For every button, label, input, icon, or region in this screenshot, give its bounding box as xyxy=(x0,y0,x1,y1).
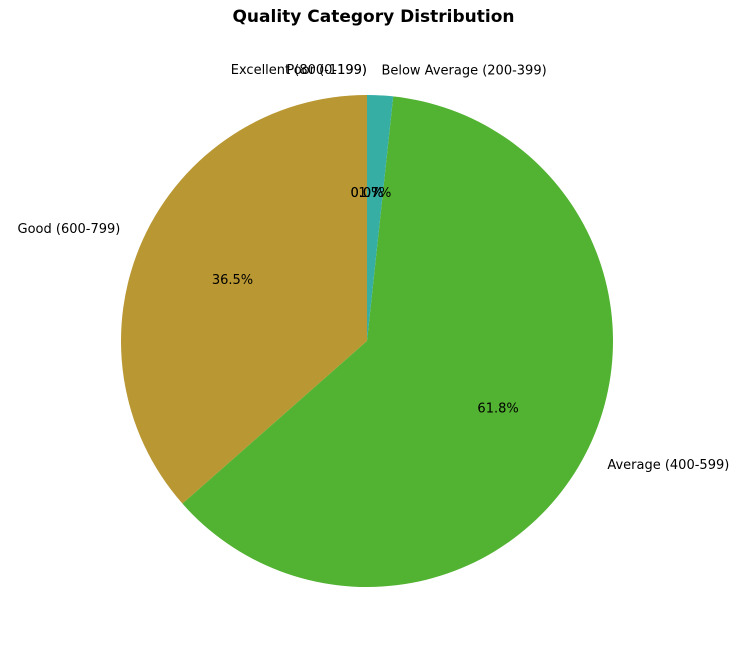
chart-title: Quality Category Distribution xyxy=(232,7,515,27)
slice-percent-poor-0-199: 0.0% xyxy=(350,186,383,201)
slice-label-poor-0-199: Poor (0-199) xyxy=(286,63,367,78)
slice-percent-average-400-599: 61.8% xyxy=(477,401,518,416)
pie-slice-good-600-799 xyxy=(121,95,367,504)
slice-percent-below-average-200-399: 1.7% xyxy=(358,186,391,201)
slice-label-good-600-799: Good (600-799) xyxy=(18,222,121,237)
slice-percent-good-600-799: 36.5% xyxy=(212,273,253,288)
pie-slice-below-average-200-399 xyxy=(367,95,394,341)
pie-slice-average-400-599 xyxy=(182,96,614,588)
slice-percent-excellent-800-1199: 0.0% xyxy=(350,186,383,201)
slice-label-below-average-200-399: Below Average (200-399) xyxy=(381,63,546,78)
slice-label-excellent-800-1199: Excellent (800-1199) xyxy=(231,63,367,78)
slice-label-average-400-599: Average (400-599) xyxy=(607,458,729,473)
